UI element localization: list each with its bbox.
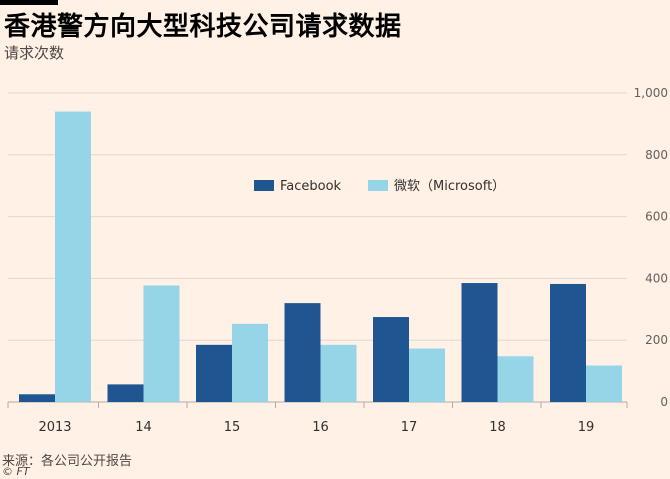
legend-facebook-swatch [254, 180, 274, 191]
legend-facebook-label: Facebook [280, 179, 342, 194]
chart-title: 香港警方向大型科技公司请求数据 [4, 12, 402, 42]
y-tick-label: 200 [645, 333, 668, 347]
y-tick-label: 800 [645, 148, 668, 162]
bar-facebook [196, 344, 232, 402]
source-note: 来源：各公司公开报告 [2, 454, 133, 469]
bar-facebook [107, 384, 144, 402]
ft-credit: © FT [2, 465, 30, 478]
bar-microsoft [143, 285, 180, 402]
bar-microsoft [55, 111, 91, 402]
y-tick-label: 400 [645, 271, 668, 285]
bar-microsoft [497, 356, 534, 402]
y-tick-label: 0 [660, 395, 668, 409]
y-tick-label: 600 [645, 210, 668, 224]
bar-facebook [284, 303, 321, 402]
x-tick-label: 2013 [38, 420, 71, 435]
y-tick-label: 1,000 [634, 86, 668, 100]
brand-bar [0, 0, 58, 5]
x-tick-label: 17 [401, 420, 418, 435]
bar-microsoft [232, 323, 268, 402]
bar-facebook [550, 283, 586, 402]
legend-microsoft-label: 微软（Microsoft） [394, 179, 505, 194]
x-tick-label: 16 [312, 420, 329, 435]
bar-microsoft [320, 344, 357, 402]
legend-microsoft-swatch [368, 180, 388, 191]
bar-microsoft [409, 348, 445, 402]
x-tick-label: 19 [578, 420, 595, 435]
chart-subtitle: 请求次数 [4, 44, 65, 62]
bar-facebook [373, 317, 409, 402]
x-tick-label: 15 [224, 420, 241, 435]
bar-microsoft [586, 365, 622, 402]
bar-facebook [19, 394, 55, 402]
x-tick-label: 18 [489, 420, 506, 435]
x-tick-label: 14 [135, 420, 152, 435]
bar-facebook [461, 283, 498, 402]
